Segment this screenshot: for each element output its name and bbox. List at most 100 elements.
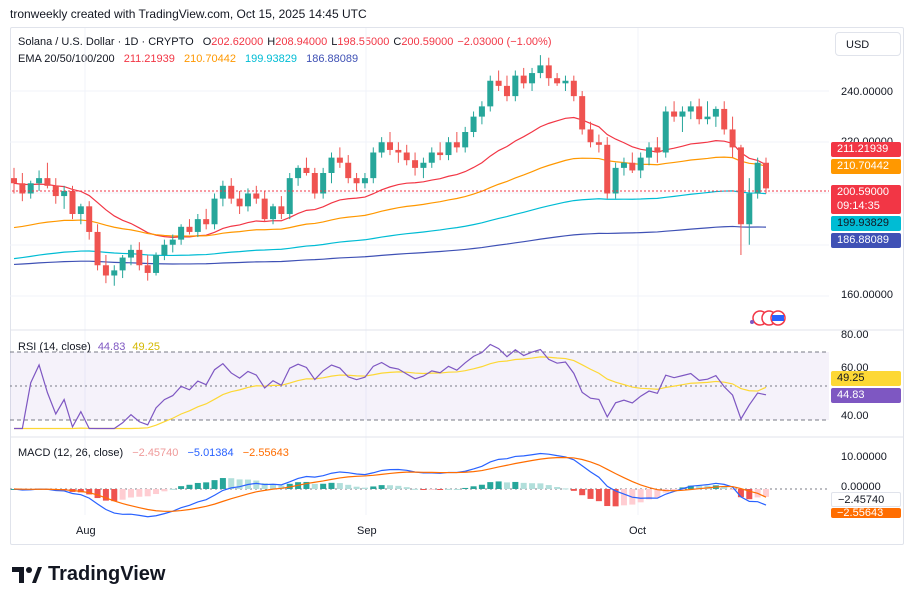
macd-histogram-bar (311, 483, 318, 489)
rsi-legend: RSI (14, close) 44.83 49.25 (18, 341, 166, 353)
macd-histogram-bar (127, 489, 134, 498)
tradingview-logo[interactable]: TradingView (12, 563, 165, 586)
last-price-value: 200.59000 (837, 186, 889, 198)
signal-value: −2.55643 (242, 447, 289, 459)
macd-histogram-bar (102, 489, 109, 501)
candle-down (453, 142, 460, 148)
macd-histogram-bar (687, 485, 694, 489)
rsi-label[interactable]: RSI (14, close) (18, 341, 91, 353)
macd-histogram-bar (545, 485, 552, 489)
macd-histogram-bar (671, 489, 678, 490)
ema100-line (13, 190, 767, 260)
macd-histogram-bar (236, 479, 243, 489)
macd-histogram-bar (345, 484, 352, 489)
macd-histogram-bar (395, 485, 402, 489)
candle-down (696, 106, 703, 120)
candle-down (69, 190, 76, 214)
candle-down (503, 85, 510, 97)
macd-histogram-bar (462, 487, 469, 489)
candle-down (437, 152, 444, 156)
macd-histogram-bar (136, 489, 143, 497)
candle-up (295, 167, 302, 179)
candle-up (712, 108, 719, 117)
candle-up (470, 116, 477, 132)
candle-down (278, 206, 285, 214)
rsi-axis-80: 80.00 (841, 329, 869, 341)
signal-tag: −2.55643 (831, 508, 901, 518)
macd-histogram-bar (495, 481, 502, 489)
ema20-tag: 211.21939 (831, 142, 901, 157)
macd-axis-10: 10.00000 (841, 451, 887, 463)
tradingview-logo-icon (12, 566, 42, 583)
macd-label[interactable]: MACD (12, 26, close) (18, 447, 124, 459)
macd-histogram-bar (403, 487, 410, 489)
candle-down (412, 160, 419, 168)
macd-histogram-bar (420, 489, 427, 490)
rsi-ma-tag: 49.25 (831, 371, 901, 386)
candle-down (253, 193, 260, 199)
candle-down (11, 178, 17, 184)
candle-up (153, 255, 160, 273)
macd-value: −5.01384 (187, 447, 234, 459)
macd-histogram-bar (445, 488, 452, 490)
candle-down (520, 75, 527, 84)
last-price-tag: 200.59000 09:14:35 (831, 185, 901, 214)
candle-down (729, 129, 736, 148)
watermark-header: tronweekly created with TradingView.com,… (10, 7, 367, 21)
ema200-value: 186.88089 (306, 53, 359, 65)
candle-up (378, 142, 385, 153)
macd-histogram-bar (278, 485, 285, 489)
candle-up (487, 80, 494, 107)
axis-label-160: 160.00000 (841, 289, 893, 301)
macd-histogram-bar (654, 489, 661, 498)
macd-hist-value: −2.45740 (132, 447, 179, 459)
macd-histogram-bar (144, 489, 151, 497)
macd-histogram-bar (203, 482, 210, 489)
currency-button[interactable]: USD (835, 32, 901, 56)
candle-up (219, 185, 226, 199)
time-label-aug: Aug (76, 525, 96, 537)
macd-histogram-bar (587, 489, 594, 499)
candle-down (144, 265, 151, 273)
ema50-line (13, 156, 767, 237)
chart-frame[interactable] (10, 27, 904, 545)
candle-up (111, 270, 118, 276)
macd-histogram-bar (111, 489, 118, 502)
macd-histogram-bar (537, 483, 544, 489)
candle-down (94, 231, 101, 266)
ema20-value: 211.21939 (123, 53, 175, 65)
macd-histogram-bar (153, 489, 160, 495)
macd-histogram-bar (470, 486, 477, 489)
ema20-line (13, 116, 767, 238)
candle-down (579, 96, 586, 130)
brand-name: TradingView (48, 563, 166, 585)
candle-up (61, 190, 68, 197)
macd-axis-0: 0.00000 (841, 481, 881, 493)
candle-up (612, 167, 619, 194)
macd-histogram-bar (178, 486, 185, 489)
macd-histogram-bar (253, 480, 260, 489)
macd-histogram-bar (77, 489, 84, 493)
candle-up (746, 193, 753, 225)
candle-up (704, 116, 711, 120)
candle-up (161, 244, 168, 255)
candle-down (303, 167, 310, 173)
candle-up (127, 249, 134, 258)
macd-histogram-bar (161, 489, 168, 492)
macd-histogram-bar (320, 483, 327, 489)
candle-up (512, 75, 519, 97)
macd-histogram-bar (119, 489, 126, 500)
macd-histogram-bar (453, 488, 460, 490)
macd-histogram-bar (729, 489, 736, 490)
candle-down (604, 144, 611, 194)
macd-histogram-bar (612, 489, 619, 507)
rsi-axis-40: 40.00 (841, 410, 869, 422)
macd-histogram-bar (211, 480, 218, 489)
rsi-value: 44.83 (97, 341, 126, 353)
macd-histogram-bar (570, 489, 577, 491)
candle-up (687, 106, 694, 112)
ema-label[interactable]: EMA 20/50/100/200 (18, 53, 115, 65)
candle-up (77, 206, 84, 214)
symbol-name[interactable]: Solana / U.S. Dollar · 1D · CRYPTO (18, 36, 194, 48)
